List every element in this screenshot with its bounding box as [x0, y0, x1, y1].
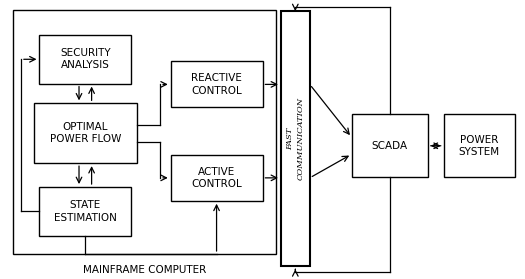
Text: REACTIVE
CONTROL: REACTIVE CONTROL: [191, 73, 242, 96]
Text: ACTIVE
CONTROL: ACTIVE CONTROL: [191, 167, 242, 189]
Bar: [13, 10, 276, 254]
Text: OPTIMAL
POWER FLOW: OPTIMAL POWER FLOW: [50, 122, 121, 145]
Text: FAST
COMMUNICATION: FAST COMMUNICATION: [286, 97, 304, 180]
Text: SECURITY
ANALYSIS: SECURITY ANALYSIS: [60, 48, 111, 71]
Bar: [34, 103, 136, 163]
Bar: [171, 155, 262, 201]
Bar: [352, 114, 428, 177]
Text: POWER
SYSTEM: POWER SYSTEM: [458, 134, 500, 157]
Bar: [444, 114, 514, 177]
Bar: [171, 61, 262, 107]
Bar: [281, 11, 310, 266]
Text: MAINFRAME COMPUTER: MAINFRAME COMPUTER: [83, 265, 206, 275]
Text: SCADA: SCADA: [372, 141, 408, 151]
Bar: [39, 35, 131, 84]
Bar: [39, 187, 131, 236]
Text: STATE
ESTIMATION: STATE ESTIMATION: [54, 200, 117, 223]
